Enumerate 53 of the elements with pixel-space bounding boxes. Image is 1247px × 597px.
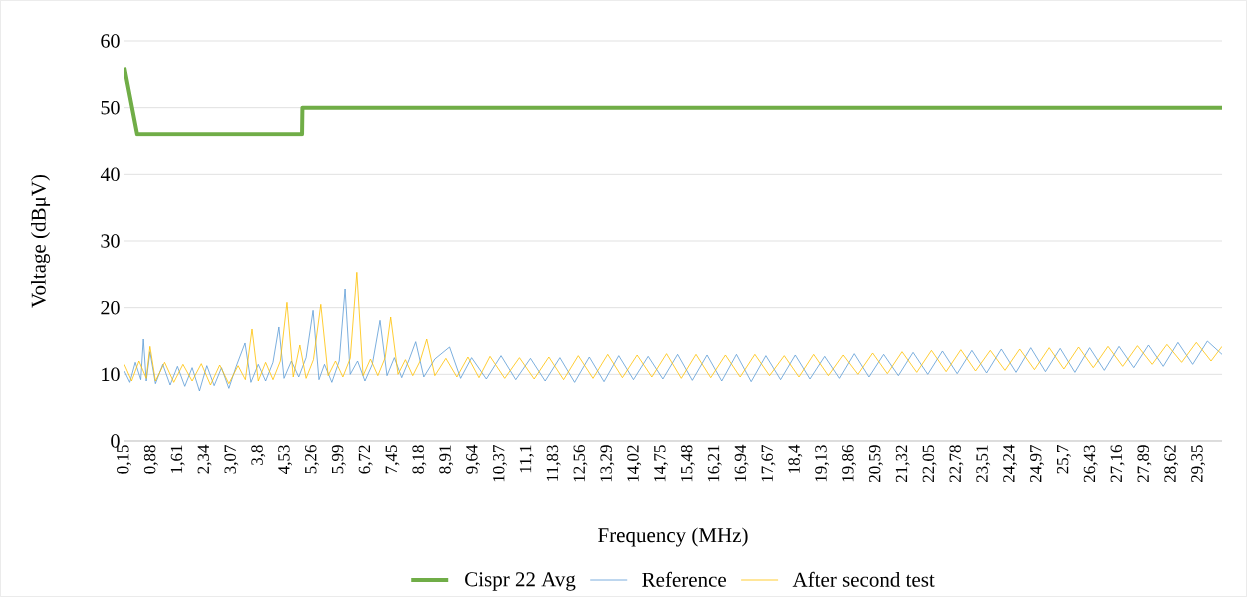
x-tick-label: 11,1 — [519, 445, 534, 473]
x-tick-label: 9,64 — [466, 444, 481, 474]
x-tick-label: 18,4 — [788, 444, 803, 473]
x-tick-label: 19,86 — [842, 445, 856, 482]
x-tick-label: 29,35 — [1191, 445, 1206, 483]
x-tick-label: 21,32 — [895, 445, 910, 483]
x-tick-label: 2,34 — [197, 444, 212, 474]
x-tick-label: 25,7 — [1056, 445, 1071, 474]
y-tick-label: 30 — [101, 234, 120, 248]
x-tick-label: 14,02 — [627, 445, 642, 482]
line-series — [124, 271, 1223, 386]
x-tick-label: 27,16 — [1110, 445, 1125, 483]
y-tick-label: 10 — [102, 367, 120, 382]
line-series — [124, 288, 1223, 392]
x-tick-label: 16,21 — [707, 445, 722, 482]
x-tick-label: 10,37 — [492, 445, 507, 482]
x-tick-label: 17,67 — [761, 445, 776, 482]
x-tick-label: 23,51 — [976, 445, 991, 483]
y-tick-label: 40 — [100, 167, 120, 182]
y-tick-label: 60 — [101, 34, 120, 48]
x-tick-label: 8,18 — [412, 445, 427, 474]
x-tick-label: 22,78 — [949, 445, 964, 483]
x-tick-label: 22,05 — [922, 445, 937, 483]
legend-label: Reference — [642, 571, 727, 587]
x-tick-label: 20,59 — [868, 445, 883, 483]
x-tick-label: 26,43 — [1083, 445, 1098, 483]
x-tick-label: 28,62 — [1164, 445, 1179, 483]
y-tick-label: 50 — [101, 100, 120, 115]
y-axis-title: Voltage (dBμV) — [31, 174, 51, 308]
x-tick-label: 13,29 — [600, 445, 615, 482]
x-axis-title: Frequency (MHz) — [598, 527, 748, 547]
x-tick-label: 11,83 — [546, 445, 561, 481]
x-tick-label: 12,56 — [573, 445, 588, 482]
x-tick-label: 3,07 — [224, 445, 239, 474]
x-tick-label: 24,24 — [1003, 444, 1018, 483]
x-tick-label: 5,99 — [331, 445, 346, 474]
x-tick-label: 15,48 — [680, 445, 695, 482]
legend-label: After second test — [792, 571, 935, 587]
x-tick-label: 27,89 — [1137, 445, 1152, 483]
y-tick-label: 20 — [101, 300, 120, 315]
x-tick-label: 4,53 — [278, 445, 293, 474]
x-tick-label: 1,61 — [170, 445, 185, 473]
x-tick-label: 6,72 — [358, 445, 373, 474]
x-tick-label: 19,13 — [815, 445, 830, 482]
legend-label: Cispr 22 Avg — [465, 572, 576, 591]
x-tick-label: 14,75 — [654, 445, 668, 482]
x-tick-label: 0,88 — [143, 445, 158, 474]
x-tick-label: 24,97 — [1030, 445, 1044, 483]
x-tick-label: 16,94 — [734, 444, 749, 482]
x-tick-label: 8,91 — [439, 445, 454, 474]
x-tick-label: 3,8 — [251, 445, 266, 465]
x-tick-label: 7,45 — [385, 445, 400, 474]
x-tick-label: 5,26 — [305, 445, 319, 474]
